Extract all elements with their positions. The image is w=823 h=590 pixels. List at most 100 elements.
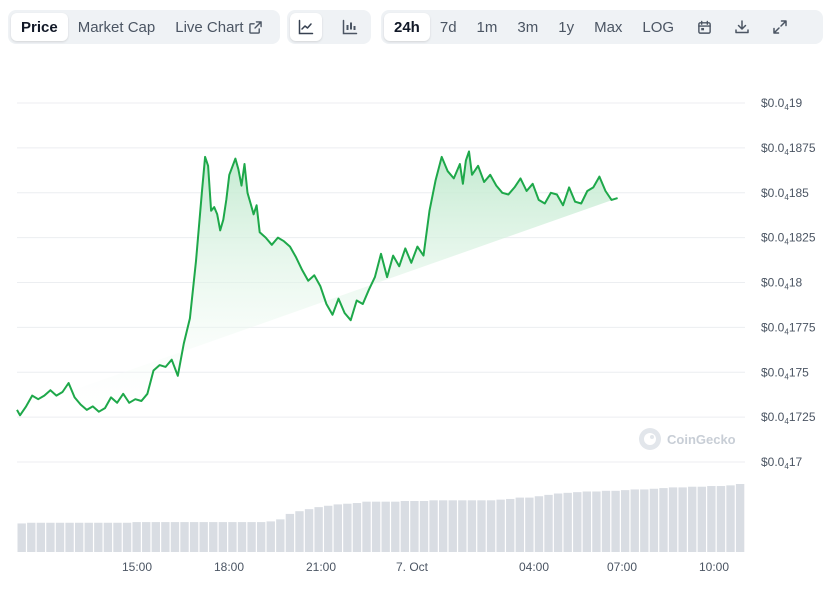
volume-bar xyxy=(161,522,170,552)
volume-bar xyxy=(697,486,706,552)
chart-type-group xyxy=(287,10,371,44)
volume-bar xyxy=(343,503,352,552)
volume-bar xyxy=(228,522,237,552)
volume-bar xyxy=(563,492,572,552)
range-24h[interactable]: 24h xyxy=(384,13,430,41)
volume-bar xyxy=(170,522,180,552)
volume-bar xyxy=(65,522,74,552)
volume-bar xyxy=(180,522,189,552)
volume-bar xyxy=(189,522,199,552)
y-tick-label: $0.0419 xyxy=(761,96,802,112)
volume-bar xyxy=(707,486,716,552)
volume-bar xyxy=(486,500,496,552)
volume-bar xyxy=(601,490,611,552)
volume-bar xyxy=(735,484,745,552)
line-chart-button[interactable] xyxy=(290,13,322,41)
x-axis-ticks: 15:00 18:00 21:00 7. Oct 04:00 07:00 10:00 xyxy=(122,560,729,574)
price-line xyxy=(16,150,618,417)
x-tick-label: 07:00 xyxy=(607,560,637,574)
tab-market-cap[interactable]: Market Cap xyxy=(77,18,156,36)
watermark-text: CoinGecko xyxy=(667,432,736,447)
volume-bar xyxy=(304,509,314,552)
volume-bar xyxy=(688,486,697,552)
volume-bar xyxy=(592,491,601,552)
volume-bar xyxy=(276,519,285,552)
download-button[interactable] xyxy=(726,13,758,41)
y-tick-label: $0.0417 xyxy=(761,455,802,471)
volume-bar xyxy=(247,522,256,552)
tab-live-chart[interactable]: Live Chart xyxy=(165,13,271,41)
volume-bar xyxy=(678,487,687,552)
volume-bar xyxy=(630,489,639,552)
volume-bar xyxy=(716,486,726,552)
volume-bar xyxy=(726,485,735,552)
volume-bar xyxy=(113,522,122,552)
volume-bar xyxy=(381,501,390,552)
volume-bar xyxy=(122,522,132,552)
volume-bar xyxy=(544,494,553,552)
volume-bar xyxy=(103,522,113,552)
volume-bar xyxy=(84,522,93,552)
range-3m[interactable]: 3m xyxy=(517,18,539,36)
volume-bar xyxy=(256,522,266,552)
volume-bar xyxy=(266,521,275,552)
volume-bar xyxy=(74,522,84,552)
range-max[interactable]: Max xyxy=(594,18,623,36)
y-tick-label: $0.041875 xyxy=(761,141,816,157)
volume-bar xyxy=(400,501,410,552)
range-group: 24h 7d 1m 3m 1y Max LOG xyxy=(381,10,823,44)
volume-bar xyxy=(620,490,630,552)
volume-bar xyxy=(94,522,103,552)
volume-bar xyxy=(55,522,65,552)
candlestick-chart-icon xyxy=(342,19,358,35)
volume-bar xyxy=(649,488,659,552)
volume-bar xyxy=(496,499,505,552)
volume-bar xyxy=(429,500,438,552)
range-1m[interactable]: 1m xyxy=(476,18,498,36)
volume-bar xyxy=(410,501,419,552)
x-tick-label: 18:00 xyxy=(214,560,244,574)
volume-bar xyxy=(218,522,228,552)
x-tick-label: 15:00 xyxy=(122,560,152,574)
x-tick-label: 04:00 xyxy=(519,560,549,574)
volume-bar xyxy=(391,501,400,552)
log-scale-toggle[interactable]: LOG xyxy=(642,18,675,36)
line-chart-icon xyxy=(298,19,314,35)
y-axis-ticks: $0.0419 $0.041875 $0.04185 $0.041825 $0.0418… xyxy=(761,96,816,471)
fullscreen-button[interactable] xyxy=(764,13,796,41)
grid-lines xyxy=(17,102,745,463)
volume-bar xyxy=(324,505,333,552)
volume-bar xyxy=(448,500,457,552)
download-icon xyxy=(735,20,749,34)
volume-bar xyxy=(209,522,218,552)
volume-bar xyxy=(525,497,534,552)
volume-bar xyxy=(237,522,247,552)
volume-bar xyxy=(477,500,486,552)
candlestick-chart-button[interactable] xyxy=(334,13,366,41)
range-7d[interactable]: 7d xyxy=(439,18,457,36)
volume-bar xyxy=(611,490,620,552)
volume-bar xyxy=(362,501,371,552)
volume-bar xyxy=(506,498,515,552)
volume-bar xyxy=(46,522,55,552)
tab-price[interactable]: Price xyxy=(11,13,68,41)
volume-bar xyxy=(640,489,649,552)
volume-bar xyxy=(27,522,36,552)
volume-bar xyxy=(285,513,295,552)
date-range-button[interactable] xyxy=(688,13,720,41)
volume-bar xyxy=(534,496,544,552)
expand-icon xyxy=(773,20,787,34)
volume-bar xyxy=(295,511,304,552)
range-1y[interactable]: 1y xyxy=(558,18,575,36)
volume-bar xyxy=(132,522,141,552)
volume-bar xyxy=(438,500,448,552)
external-link-icon xyxy=(248,20,262,34)
volume-bar xyxy=(467,500,477,552)
volume-bar xyxy=(668,487,678,552)
view-tab-group: Price Market Cap Live Chart xyxy=(8,10,280,44)
price-area-fill xyxy=(17,151,618,416)
volume-bar xyxy=(371,501,381,552)
volume-bar xyxy=(333,504,342,552)
y-tick-label: $0.041825 xyxy=(761,231,816,247)
